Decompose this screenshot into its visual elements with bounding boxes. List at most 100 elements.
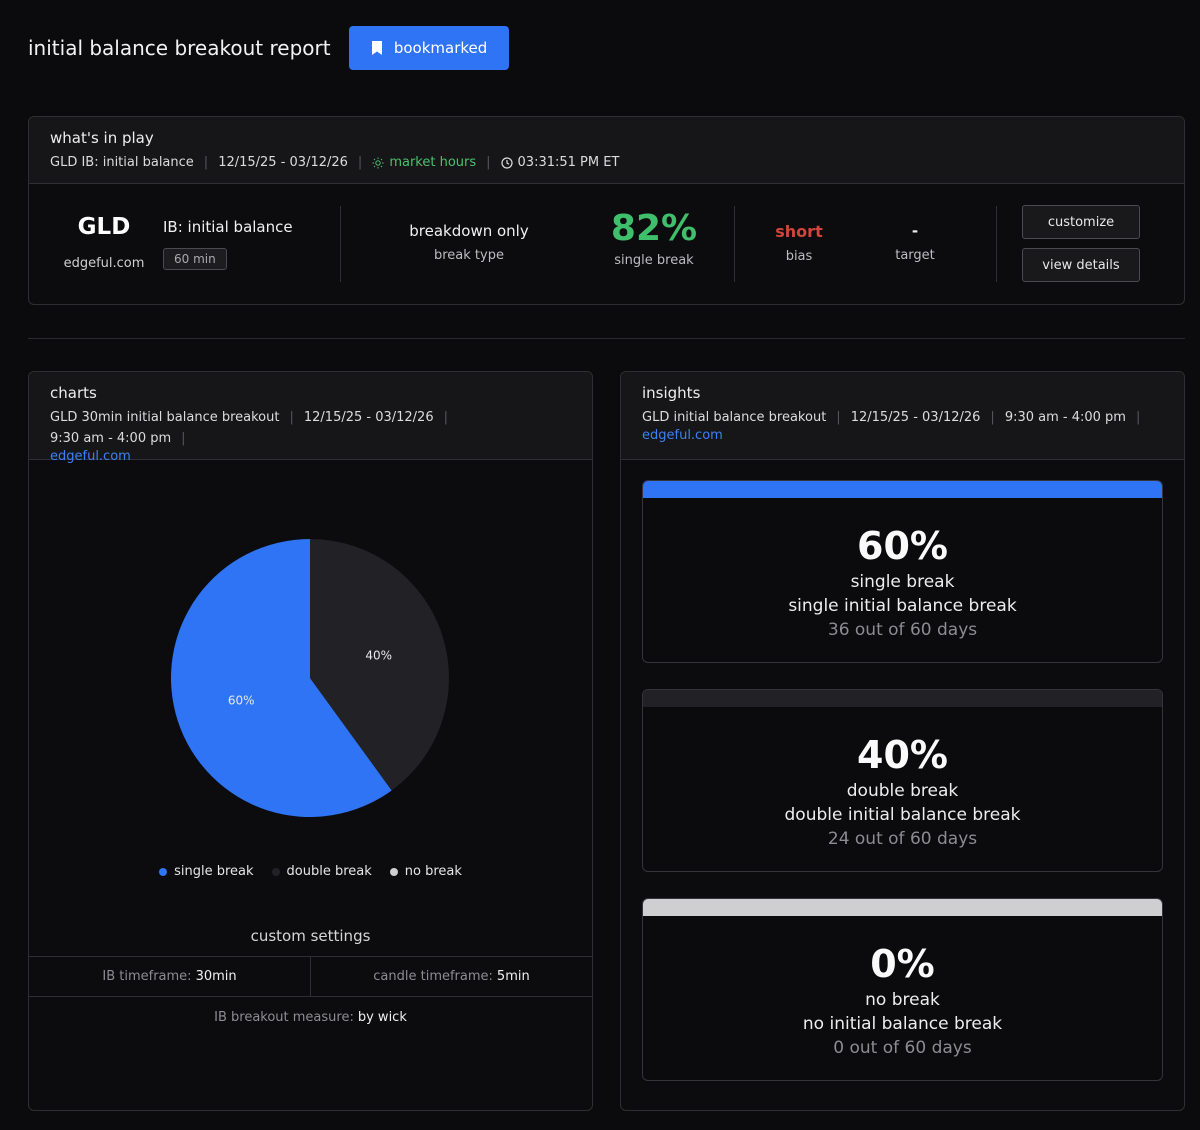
target-label: target	[895, 248, 935, 263]
charts-panel-header: charts GLD 30min initial balance breakou…	[29, 372, 592, 464]
insight-card-no-break: 0% no break no initial balance break 0 o…	[642, 898, 1163, 1081]
legend-dot-no-break	[389, 867, 398, 876]
legend-item-no-break[interactable]: no break	[389, 864, 462, 879]
meta-divider: |	[357, 155, 363, 170]
custom-settings-title: custom settings	[250, 927, 371, 945]
customize-button[interactable]: customize	[1022, 205, 1140, 239]
single-break-label: single break	[614, 253, 694, 268]
insights-meta: GLD initial balance breakout | 12/15/25 …	[642, 407, 1163, 428]
play-meta: GLD IB: initial balance | 12/15/25 - 03/…	[50, 152, 1163, 173]
card-percent: 0%	[870, 942, 935, 986]
card-days: 24 out of 60 days	[827, 829, 978, 849]
breakout-measure-value: by wick	[357, 1009, 407, 1025]
insights-panel: insights GLD initial balance breakout | …	[620, 371, 1185, 1111]
candle-timeframe-setting: candle timeframe: 5min	[310, 957, 592, 996]
clock-icon	[500, 156, 513, 169]
breakout-measure-setting: IB breakout measure: by wick	[29, 997, 592, 1037]
charts-meta-report: GLD 30min initial balance breakout	[50, 410, 280, 425]
insights-meta-range: 12/15/25 - 03/12/26	[850, 410, 981, 425]
card-color-bar	[643, 481, 1162, 498]
current-time-label: 03:31:51 PM ET	[517, 155, 620, 170]
card-percent: 60%	[857, 524, 948, 568]
meta-divider: |	[990, 410, 995, 425]
insights-source-link[interactable]: edgeful.com	[642, 428, 723, 443]
sun-icon	[372, 157, 384, 168]
vertical-divider	[734, 206, 735, 282]
vertical-divider	[340, 206, 341, 282]
pie-slice-label: 60%	[228, 693, 255, 707]
page-header: initial balance breakout report bookmark…	[28, 26, 509, 70]
ib-timeframe-label: IB timeframe:	[102, 969, 192, 984]
meta-divider: |	[1135, 410, 1141, 425]
page-title: initial balance breakout report	[28, 36, 331, 60]
ticker-source: edgeful.com	[63, 256, 145, 271]
card-percent: 40%	[857, 733, 948, 777]
candle-timeframe-label: candle timeframe:	[373, 969, 493, 984]
bookmark-button[interactable]: bookmarked	[348, 26, 509, 70]
legend-dot-single-break	[159, 867, 168, 876]
custom-settings-table: IB timeframe: 30min candle timeframe: 5m…	[29, 956, 592, 1037]
whats-in-play-panel: what's in play GLD IB: initial balance |…	[28, 116, 1185, 305]
section-divider	[28, 338, 1185, 339]
meta-divider: |	[203, 155, 209, 170]
meta-divider: |	[486, 155, 491, 170]
card-name: double break	[846, 781, 959, 801]
ticker-symbol: GLD	[77, 214, 131, 240]
charts-source-link[interactable]: edgeful.com	[50, 449, 131, 464]
charts-panel: charts GLD 30min initial balance breakou…	[28, 371, 593, 1111]
card-description: single initial balance break	[788, 596, 1017, 616]
timeframe-badge: 60 min	[163, 248, 227, 270]
market-hours-label: market hours	[389, 155, 477, 170]
insights-meta-report: GLD initial balance breakout	[642, 410, 827, 425]
play-panel-header: what's in play GLD IB: initial balance |…	[29, 117, 1184, 184]
charts-meta: GLD 30min initial balance breakout | 12/…	[50, 407, 571, 449]
bookmark-label: bookmarked	[393, 39, 488, 57]
insights-panel-title: insights	[642, 384, 701, 402]
pie-slice-double-break[interactable]	[310, 539, 450, 791]
charts-panel-title: charts	[50, 384, 97, 402]
break-type-stat: breakdown only break type	[369, 222, 569, 263]
pie-chart: 60% 40%	[171, 539, 450, 817]
card-name: no break	[865, 990, 940, 1010]
meta-divider: |	[836, 410, 841, 425]
single-break-percent: 82%	[610, 208, 698, 249]
play-meta-range: 12/15/25 - 03/12/26	[218, 155, 348, 170]
insight-card-single-break: 60% single break single initial balance …	[642, 480, 1163, 663]
ib-timeframe-setting: IB timeframe: 30min	[29, 957, 310, 996]
bias-stat: short bias	[749, 222, 849, 264]
bias-label: bias	[785, 249, 813, 264]
pie-slice-single-break[interactable]	[171, 539, 392, 817]
play-body: GLD edgeful.com IB: initial balance 60 m…	[29, 184, 1184, 304]
pie-chart-container: 60% 40%	[29, 522, 592, 822]
pie-slice-label: 40%	[365, 649, 392, 663]
settings-row: IB timeframe: 30min candle timeframe: 5m…	[29, 957, 592, 997]
vertical-divider	[996, 206, 997, 282]
candle-timeframe-value: 5min	[496, 969, 530, 984]
target-value: -	[911, 222, 919, 240]
ib-label: IB: initial balance	[163, 218, 293, 236]
charts-meta-range: 12/15/25 - 03/12/26	[303, 410, 434, 425]
insight-card-double-break: 40% double break double initial balance …	[642, 689, 1163, 872]
legend-item-single-break[interactable]: single break	[159, 864, 254, 879]
card-description: double initial balance break	[784, 805, 1021, 825]
legend-label: double break	[286, 864, 372, 879]
legend-label: single break	[174, 864, 254, 879]
card-days: 0 out of 60 days	[833, 1038, 972, 1058]
legend-label: no break	[404, 864, 462, 879]
bias-value: short	[775, 222, 823, 241]
meta-divider: |	[181, 431, 186, 446]
meta-divider: |	[443, 410, 448, 425]
chart-legend: single break double break no break	[29, 864, 592, 879]
single-break-stat: 82% single break	[579, 208, 729, 268]
legend-item-double-break[interactable]: double break	[271, 864, 372, 879]
card-color-bar	[643, 899, 1162, 916]
card-days: 36 out of 60 days	[827, 620, 978, 640]
ib-timeframe-value: 30min	[195, 969, 237, 984]
break-type-value: breakdown only	[409, 222, 529, 240]
play-meta-ib: GLD IB: initial balance	[50, 155, 194, 170]
card-name: single break	[850, 572, 955, 592]
break-type-label: break type	[434, 248, 504, 263]
breakout-measure-label: IB breakout measure:	[214, 1009, 354, 1025]
view-details-button[interactable]: view details	[1022, 248, 1140, 282]
target-stat: - target	[865, 222, 965, 263]
